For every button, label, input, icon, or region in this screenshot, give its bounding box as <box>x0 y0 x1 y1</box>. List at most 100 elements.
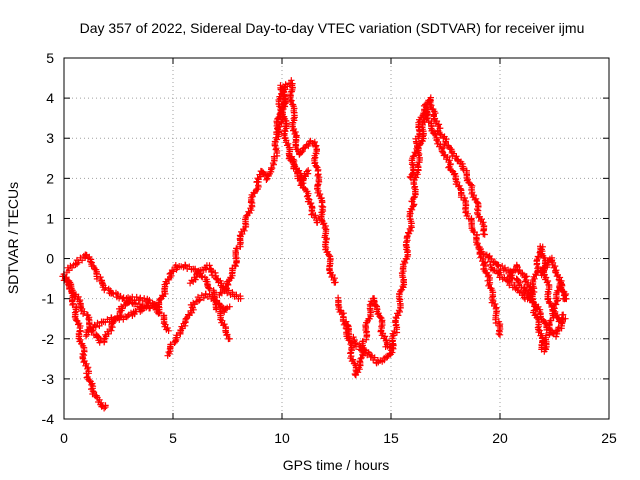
data-point <box>69 289 76 296</box>
data-point <box>257 173 264 180</box>
data-point <box>322 244 330 251</box>
data-point <box>69 300 77 307</box>
data-point <box>544 277 552 285</box>
plot-frame <box>63 57 610 420</box>
data-point <box>464 210 471 217</box>
data-point <box>318 202 325 210</box>
data-point <box>539 316 547 323</box>
data-point <box>283 137 290 144</box>
data-point <box>412 150 419 157</box>
data-point <box>268 166 275 173</box>
data-point <box>249 193 256 200</box>
data-point <box>456 182 463 189</box>
data-point <box>274 115 282 122</box>
data-point <box>525 279 532 287</box>
y-tick-label: 0 <box>46 251 54 267</box>
data-point <box>90 388 98 396</box>
data-point <box>437 141 444 148</box>
x-tick-label: 0 <box>60 430 68 446</box>
data-point <box>542 274 550 281</box>
data-point <box>75 293 82 301</box>
data-point <box>507 279 515 287</box>
data-point <box>530 307 538 314</box>
data-point <box>432 131 439 138</box>
data-point <box>349 356 357 363</box>
data-point <box>472 195 480 202</box>
data-point <box>100 405 108 412</box>
data-point <box>298 149 305 156</box>
data-point <box>381 333 389 340</box>
y-tick-label: 4 <box>46 90 54 106</box>
series-track-10 <box>285 150 321 226</box>
data-point <box>348 352 355 360</box>
data-point <box>97 273 104 281</box>
data-point <box>226 335 233 342</box>
data-point <box>106 318 113 325</box>
data-point <box>350 333 357 341</box>
data-point <box>548 303 555 311</box>
y-tick-label: 3 <box>46 130 54 146</box>
data-point <box>416 118 424 125</box>
data-point <box>165 327 172 334</box>
data-point <box>224 331 231 338</box>
data-point <box>298 180 305 188</box>
data-points <box>59 77 570 412</box>
data-point <box>407 210 414 217</box>
data-point <box>495 261 502 269</box>
series-track-3 <box>63 251 159 312</box>
data-point <box>143 303 150 310</box>
data-point <box>527 283 534 290</box>
x-tick-label: 15 <box>383 430 399 446</box>
data-point <box>343 318 350 325</box>
series-track-6 <box>164 290 233 359</box>
data-point <box>146 296 153 304</box>
data-point <box>225 278 232 285</box>
data-point <box>555 324 562 331</box>
y-tick-label: 2 <box>46 170 54 186</box>
data-point <box>196 296 203 303</box>
data-point <box>446 163 453 170</box>
data-point <box>346 335 353 342</box>
data-point <box>496 331 504 338</box>
series-track-16 <box>506 261 569 340</box>
data-point <box>562 315 569 322</box>
data-point <box>448 167 455 174</box>
y-tick-label: 1 <box>46 210 54 226</box>
data-point <box>300 144 308 152</box>
data-point <box>229 265 236 273</box>
data-point <box>375 310 382 317</box>
data-point <box>183 315 190 322</box>
data-point <box>296 177 304 184</box>
data-point <box>167 341 174 348</box>
x-tick-label: 20 <box>492 430 508 446</box>
data-point <box>428 102 435 109</box>
data-point <box>285 140 292 147</box>
data-point <box>521 278 529 285</box>
x-axis-label: GPS time / hours <box>283 457 390 473</box>
data-point <box>188 277 195 284</box>
data-point <box>164 324 171 332</box>
data-point <box>552 301 560 308</box>
data-point <box>311 138 318 146</box>
series-track-2 <box>59 270 172 346</box>
data-point <box>299 148 306 155</box>
series-track-1 <box>60 275 109 412</box>
data-point <box>442 138 449 146</box>
data-point <box>288 77 295 84</box>
data-point <box>119 305 126 312</box>
x-tick-label: 10 <box>274 430 290 446</box>
data-point <box>86 325 93 332</box>
y-axis-label: SDTVAR / TECUs <box>5 182 21 294</box>
data-point <box>407 174 415 181</box>
data-point <box>395 312 402 319</box>
data-point <box>123 295 130 302</box>
data-point <box>324 248 331 255</box>
x-tick-label: 5 <box>169 430 177 446</box>
data-point <box>443 135 450 143</box>
data-point <box>72 260 79 267</box>
data-point <box>474 240 481 247</box>
data-point <box>538 344 545 351</box>
data-point <box>181 261 189 268</box>
data-point <box>335 303 343 311</box>
